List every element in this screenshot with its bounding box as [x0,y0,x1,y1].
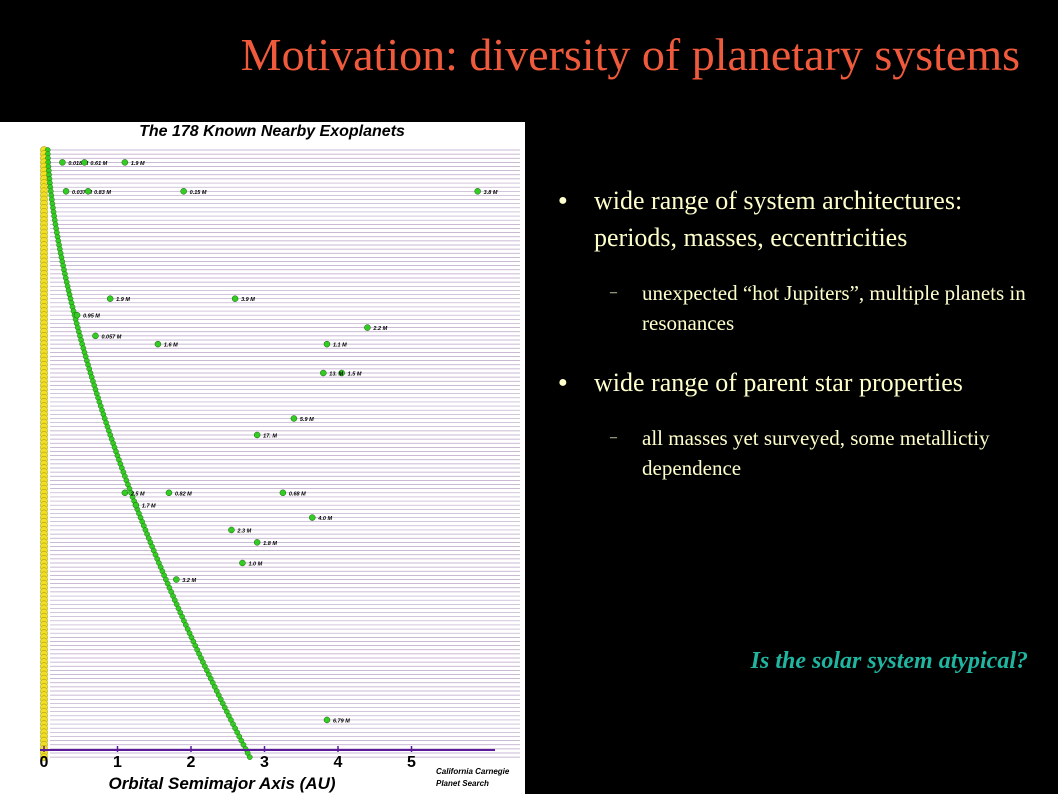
planet-mass-label: 2.3 M [236,528,251,534]
planet-mass-label: 0.057 M [101,334,121,340]
slide-title: Motivation: diversity of planetary syste… [240,29,1020,80]
star-marker [40,753,48,761]
x-tick-label: 4 [334,754,343,771]
outer-planet-marker [253,539,261,546]
bullet-text: wide range of parent star properties [594,368,963,397]
bullet-architectures: ● wide range of system architectures: pe… [558,182,1038,256]
planet-mass-label: 17. M [263,433,277,439]
outer-planet-marker [59,159,66,166]
sub-bullet-text: all masses yet surveyed, some metallicti… [642,426,990,480]
planet-mass-label: 1.7 M [142,504,156,510]
outer-planet-marker [62,188,70,195]
planet-mass-label: 13. M [329,372,343,378]
planet-marks: 0.018 M 0.61 M 1.9 M 0.037 M 0.83 M 0.15 M 3.8… [40,146,498,761]
planet-mass-label: 0.61 M [90,161,107,167]
planet-mass-label: 1.6 M [164,343,178,349]
planet-mass-label: 1.9 M [116,297,130,303]
dash-icon: – [610,430,617,445]
sub-bullet-metallicity: – all masses yet surveyed, some metallic… [558,423,1038,483]
x-tick-label: 1 [113,754,122,771]
planet-mass-label: 0.68 M [289,491,306,497]
bullet-list: ● wide range of system architectures: pe… [558,182,1038,509]
outer-planet-marker [132,501,140,509]
x-tick-label: 0 [40,754,49,771]
credit-line-1: California Carnegie [436,767,510,776]
outer-planet-marker [474,188,481,195]
bullet-text: wide range of system architectures: peri… [594,186,963,252]
planet-mass-label: 0.83 M [94,190,111,196]
outer-planet-marker [320,369,327,377]
planet-mass-label: 0.15 M [190,190,207,196]
dash-icon: – [610,285,617,300]
planet-mass-label: 1.8 M [263,541,277,547]
outer-planet-marker [323,340,331,348]
x-axis-label: Orbital Semimajor Axis (AU) [108,774,335,793]
planet-mass-label: 1.9 M [131,161,145,167]
x-axis: 0 1 2 3 4 5 [40,746,495,771]
outer-planet-marker [121,489,129,497]
outer-planet-marker [81,159,88,166]
outer-planet-marker [73,311,81,319]
outer-planet-marker [231,295,239,302]
outer-planet-marker [154,340,162,348]
bullet-icon: ● [558,374,568,391]
bullet-icon: ● [558,192,568,209]
outer-planet-marker [228,526,235,534]
bullet-parent-stars: ● wide range of parent star properties [558,364,1038,401]
x-tick-label: 2 [187,754,196,771]
outer-planet-marker [92,332,99,340]
outer-planet-marker [323,716,331,724]
outer-planet-marker [290,415,298,422]
planet-mass-label: 1.5 M [348,372,362,378]
planet-mass-label: 1.0 M [248,562,262,568]
outer-planet-marker [84,188,92,195]
x-tick-label: 5 [407,754,416,771]
sub-bullet-hot-jupiters: – unexpected “hot Jupiters”, multiple pl… [558,278,1038,338]
outer-planet-marker [253,431,261,439]
planet-mass-label: 6.79 M [333,718,350,724]
outer-planet-marker [106,295,114,302]
planet-mass-label: 1.1 M [333,343,347,349]
planet-mass-label: 4.0 M [317,516,332,522]
outer-planet-marker [239,559,246,567]
closing-question: Is the solar system atypical? [750,648,1028,674]
planet-marker [246,754,253,760]
sub-bullet-text: unexpected “hot Jupiters”, multiple plan… [642,281,1026,335]
planet-mass-label: 0.037 M [72,190,92,196]
planet-mass-label: 0.82 M [175,491,192,497]
planet-mass-label: 3.2 M [182,578,196,584]
outer-planet-marker [309,514,316,521]
planet-mass-label: 3.9 M [241,297,255,303]
outer-planet-marker [279,489,287,497]
planet-mass-label: 5.9 M [300,417,314,423]
planet-mass-label: 3.8 M [484,190,498,196]
x-tick-label: 3 [260,754,269,771]
outer-planet-marker [165,489,173,497]
outer-planet-marker [121,159,129,166]
outer-planet-marker [364,324,371,331]
credit-line-2: Planet Search [436,779,489,788]
chart-title: The 178 Known Nearby Exoplanets [139,123,405,140]
outer-planet-marker [180,188,187,195]
planet-mass-label: 0.95 M [83,314,100,320]
planet-mass-label: 2.5 M [130,491,145,497]
planet-mass-label: 2.2 M [372,326,387,332]
planet-rows [50,149,520,758]
outer-planet-marker [338,369,345,377]
planet-mass-label: 0.018 M [68,161,88,167]
outer-planet-marker [173,576,180,583]
